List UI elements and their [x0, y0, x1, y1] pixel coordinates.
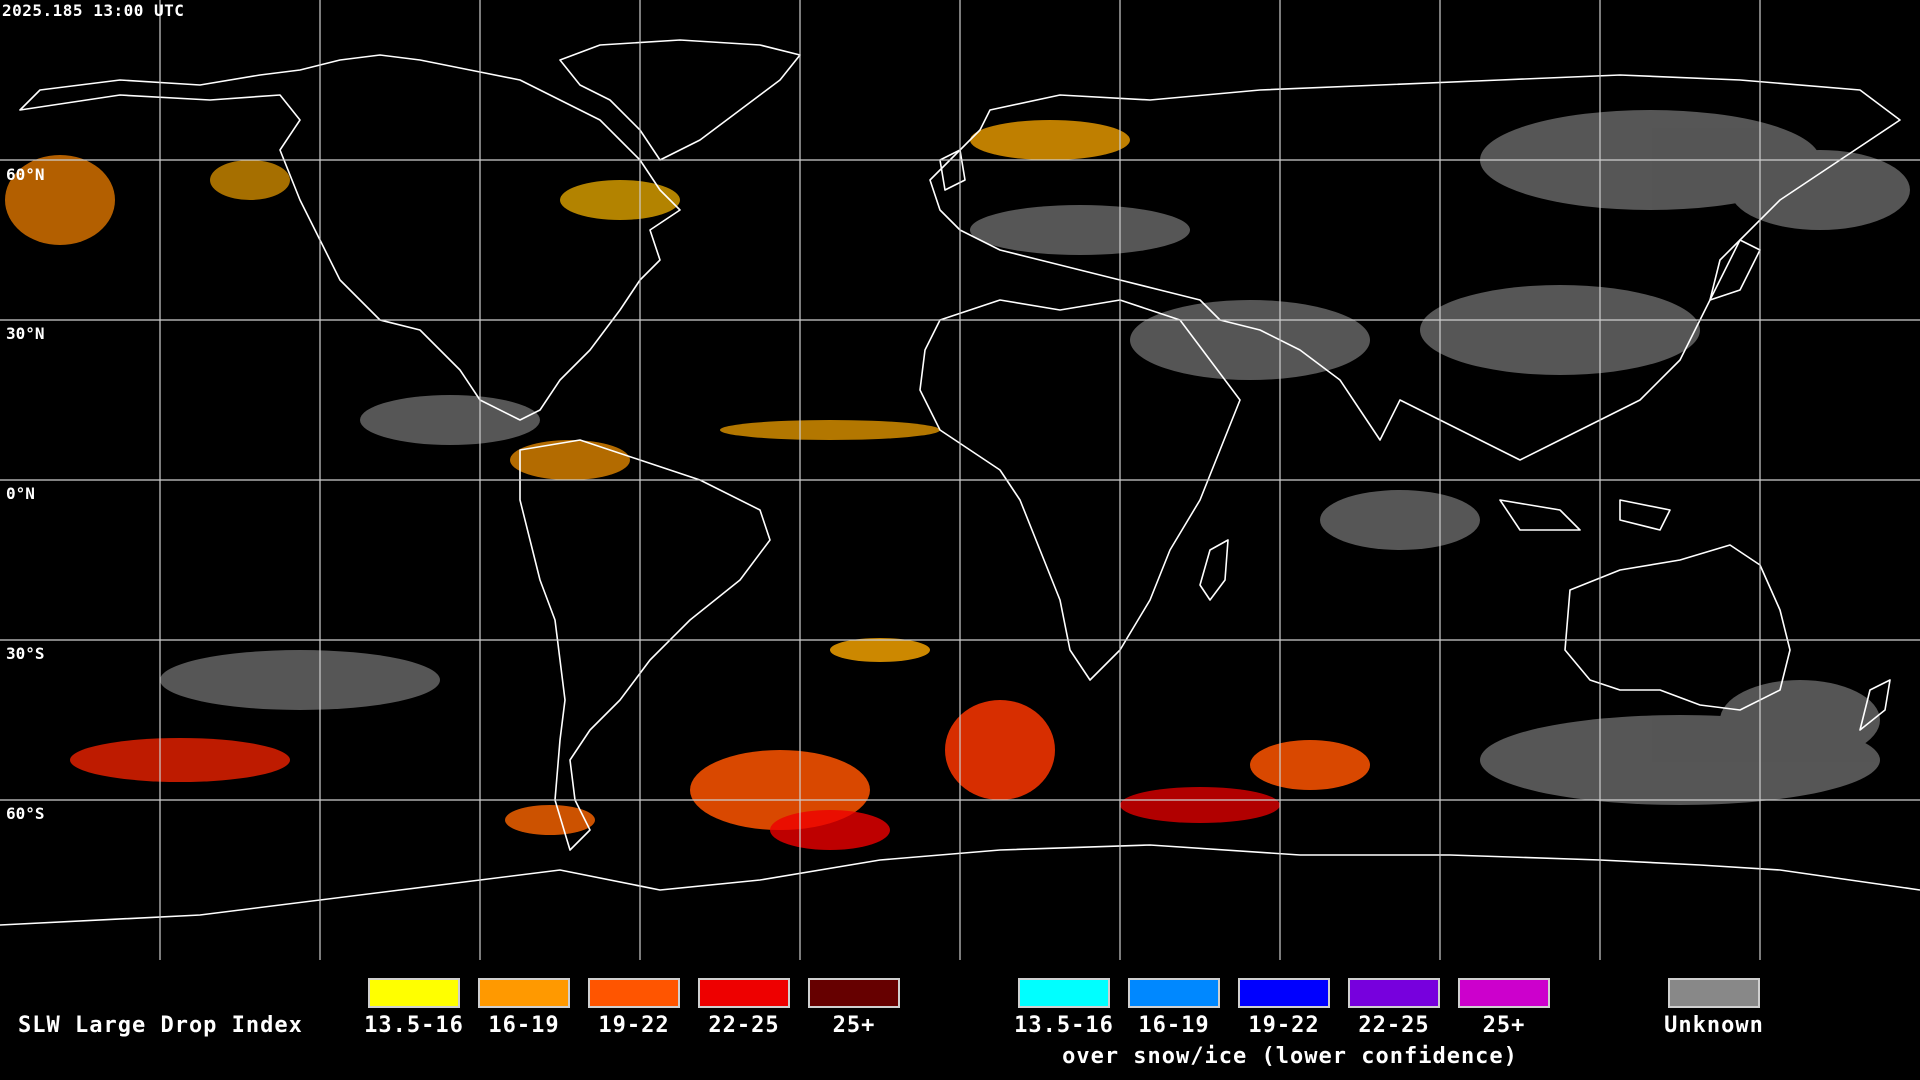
lat-label-30s: 30°S	[6, 644, 45, 663]
legend-title: SLW Large Drop Index	[18, 1013, 303, 1038]
lat-label-60n: 60°N	[6, 165, 45, 184]
world-map	[0, 0, 1920, 960]
legend-swatch-snow-22-25	[1348, 978, 1440, 1008]
legend-label-liquid-19-22: 19-22	[598, 1013, 670, 1038]
legend-label-unknown: Unknown	[1664, 1013, 1764, 1038]
legend-swatch-liquid-19-22	[588, 978, 680, 1008]
lat-label-30n: 30°N	[6, 324, 45, 343]
legend-swatch-snow-25plus	[1458, 978, 1550, 1008]
legend-swatch-liquid-16-19	[478, 978, 570, 1008]
lat-label-0n: 0°N	[6, 484, 35, 503]
legend-label-snow-25plus: 25+	[1482, 1013, 1526, 1038]
legend-swatch-liquid-13-16	[368, 978, 460, 1008]
slw-large-drop-regions	[5, 120, 1370, 850]
legend-label-liquid-13-16: 13.5-16	[364, 1013, 464, 1038]
legend-label-liquid-16-19: 16-19	[488, 1013, 560, 1038]
legend-swatch-snow-13-16	[1018, 978, 1110, 1008]
legend-label-snow-19-22: 19-22	[1248, 1013, 1320, 1038]
timestamp: 2025.185 13:00 UTC	[2, 1, 185, 20]
legend-label-snow-16-19: 16-19	[1138, 1013, 1210, 1038]
legend-swatch-liquid-22-25	[698, 978, 790, 1008]
legend-swatch-liquid-25plus	[808, 978, 900, 1008]
lat-label-60s: 60°S	[6, 804, 45, 823]
legend-label-liquid-25plus: 25+	[832, 1013, 876, 1038]
legend-label-liquid-22-25: 22-25	[708, 1013, 780, 1038]
latlon-grid	[0, 0, 1920, 960]
legend-snow-caption: over snow/ice (lower confidence)	[1062, 1044, 1518, 1069]
legend-swatch-unknown	[1668, 978, 1760, 1008]
legend-label-snow-22-25: 22-25	[1358, 1013, 1430, 1038]
legend-swatch-snow-16-19	[1128, 978, 1220, 1008]
legend-swatch-snow-19-22	[1238, 978, 1330, 1008]
legend-label-snow-13-16: 13.5-16	[1014, 1013, 1114, 1038]
